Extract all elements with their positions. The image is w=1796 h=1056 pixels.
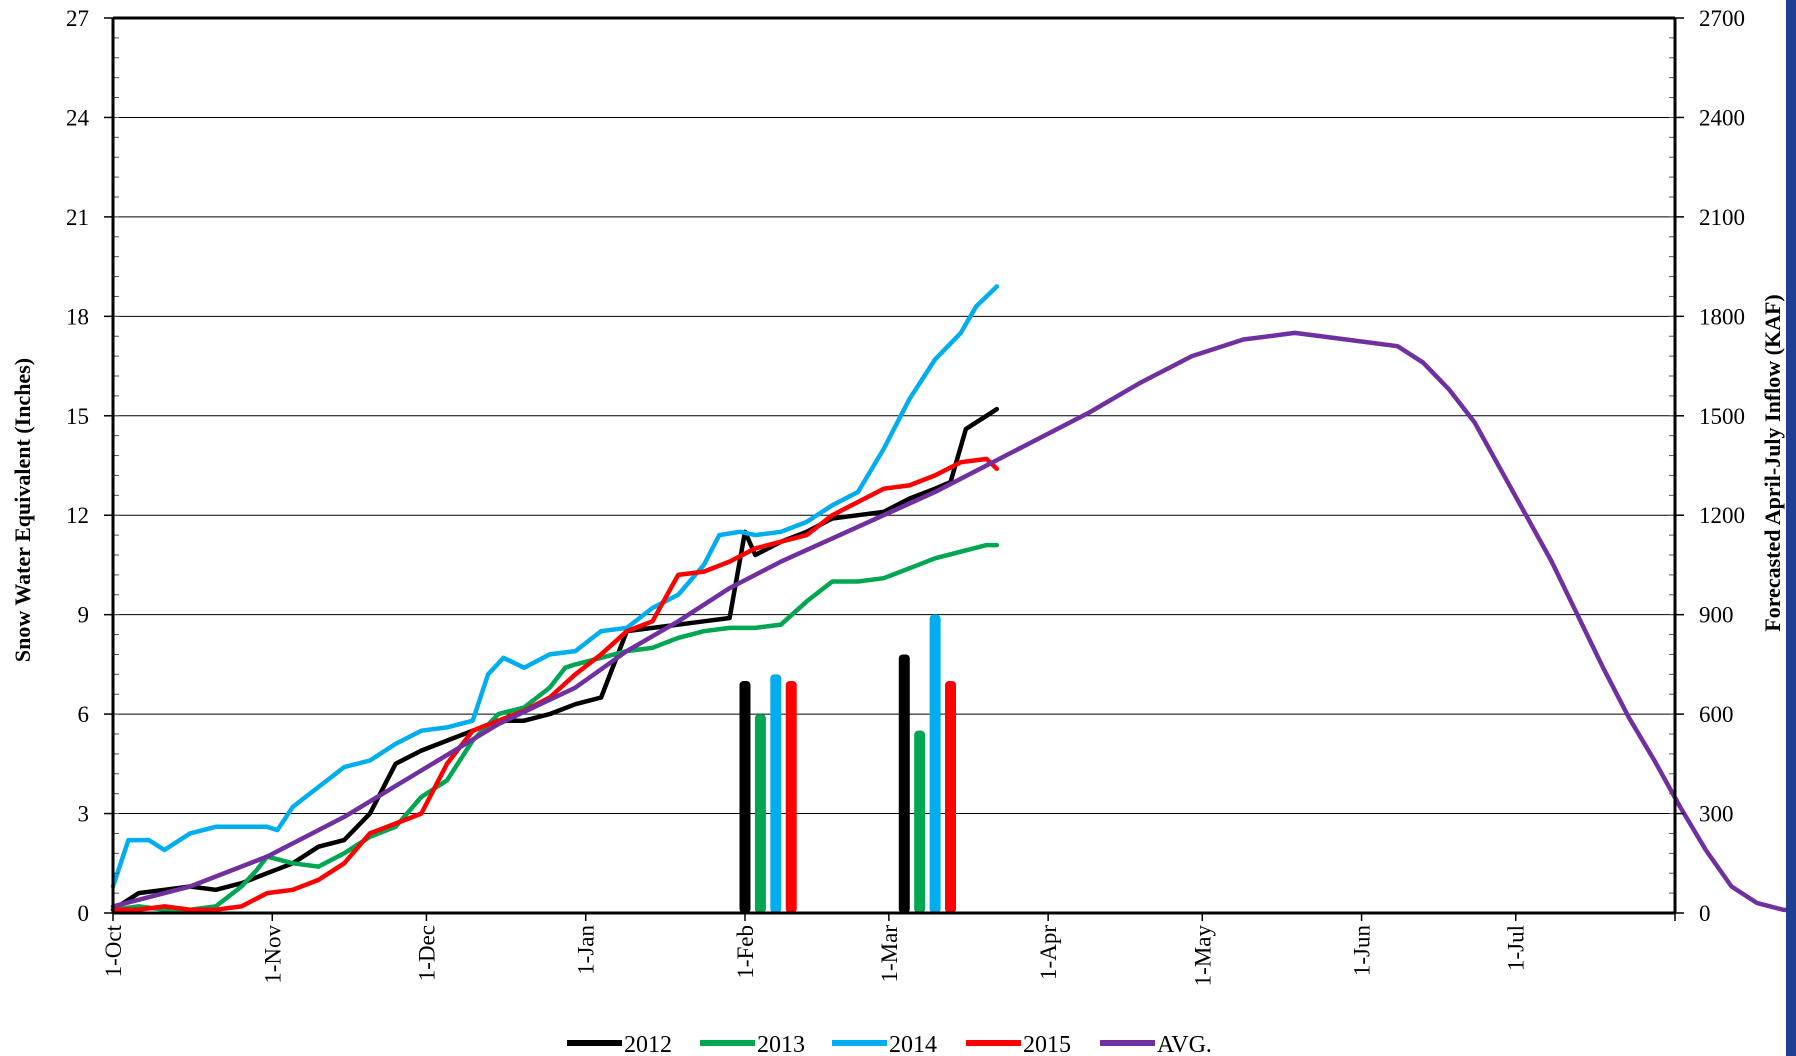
y2-tick-label: 0 <box>1699 901 1711 926</box>
x-tick-label: 1-May <box>1190 925 1215 987</box>
bar-2013 <box>914 730 926 913</box>
y2-tick-label: 2400 <box>1699 105 1745 130</box>
tick-labels: 0 3 6 9 12 15 18 21 24 27 0 300 600 900 1200 1500 1800 21… <box>66 6 1745 986</box>
bar-group <box>739 614 957 913</box>
bar-2015 <box>785 680 797 913</box>
x-tick-label: 1-Apr <box>1036 925 1061 980</box>
x-tick-label: 1-Oct <box>101 924 126 977</box>
side-accent-bar <box>1786 0 1796 1056</box>
bar-2012 <box>898 654 910 913</box>
legend-label-2015: 2015 <box>1023 1032 1071 1056</box>
y-tick-label: 0 <box>78 901 90 926</box>
legend-label-2013: 2013 <box>757 1032 805 1056</box>
y-tick-label: 3 <box>78 802 90 827</box>
legend-label-2014: 2014 <box>889 1032 937 1056</box>
bar-2012 <box>739 680 751 913</box>
y-tick-label: 27 <box>66 6 89 31</box>
y-tick-label: 15 <box>66 404 89 429</box>
bar-2014 <box>770 674 782 913</box>
y2-tick-label: 1500 <box>1699 404 1745 429</box>
x-tick-label: 1-Dec <box>414 925 439 981</box>
x-tick-label: 1-Nov <box>260 925 285 984</box>
series-line-2015 <box>110 456 1000 912</box>
y2-tick-label: 300 <box>1699 802 1734 827</box>
series-line-2014 <box>110 284 1000 889</box>
x-tick-label: 1-Mar <box>877 925 902 983</box>
y2-axis-title: Forecasted April-July Inflow (KAF) <box>1760 294 1785 632</box>
x-tick-label: 1-Feb <box>733 925 758 979</box>
y2-tick-label: 900 <box>1699 603 1734 628</box>
y2-tick-label: 2700 <box>1699 6 1745 31</box>
y2-tick-label: 2100 <box>1699 205 1745 230</box>
legend-label-2012: 2012 <box>624 1032 672 1056</box>
y-axis-title: Snow Water Equivalent (Inches) <box>10 358 35 662</box>
x-tick-label: 1-Jan <box>574 925 599 975</box>
y-tick-label: 21 <box>66 205 89 230</box>
y-tick-label: 24 <box>66 105 90 130</box>
bar-2013 <box>754 714 766 913</box>
series-line-avg <box>110 330 1796 913</box>
legend: 2012 2013 2014 2015 AVG. <box>567 1032 1212 1056</box>
legend-label-avg: AVG. <box>1157 1032 1212 1056</box>
y2-tick-label: 1200 <box>1699 503 1745 528</box>
x-tick-label: 1-Jun <box>1350 925 1375 977</box>
bar-2015 <box>945 680 957 913</box>
y-tick-label: 9 <box>78 603 90 628</box>
bar-2014 <box>929 614 941 913</box>
y-tick-label: 6 <box>78 702 90 727</box>
x-tick-label: 1-Jul <box>1504 925 1529 971</box>
line-group <box>110 284 1796 913</box>
axes <box>104 16 1684 921</box>
y2-tick-label: 600 <box>1699 702 1734 727</box>
y-tick-label: 18 <box>66 304 89 329</box>
gridlines <box>113 17 1675 815</box>
y2-tick-label: 1800 <box>1699 304 1745 329</box>
y-tick-label: 12 <box>66 503 89 528</box>
series-line-2012 <box>110 406 1000 912</box>
series-line-2013 <box>110 542 1000 912</box>
